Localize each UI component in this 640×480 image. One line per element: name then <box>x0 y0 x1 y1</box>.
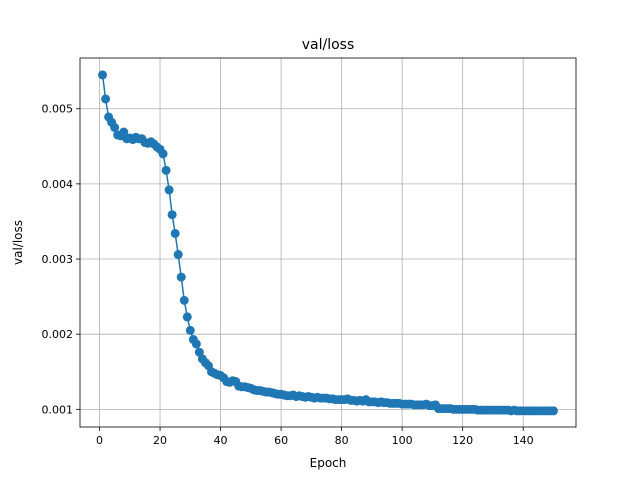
chart-title: val/loss <box>302 37 355 53</box>
data-point <box>158 149 168 159</box>
data-point <box>194 347 204 357</box>
grid <box>80 58 576 427</box>
data-point <box>167 210 177 220</box>
y-axis-label: val/loss <box>11 220 25 265</box>
plot-frame <box>79 57 577 428</box>
data-point <box>101 94 111 104</box>
x-axis-label: Epoch <box>310 456 347 470</box>
x-tick-label: 120 <box>452 434 473 447</box>
data-point <box>179 295 189 305</box>
data-point <box>161 165 171 175</box>
data-point <box>110 123 120 133</box>
x-tick-label: 140 <box>513 434 534 447</box>
data-point <box>164 185 174 195</box>
y-tick-label: 0.005 <box>42 103 74 116</box>
y-tick-label: 0.004 <box>42 178 74 191</box>
data-point <box>98 70 108 80</box>
x-tick-label: 20 <box>153 434 167 447</box>
series-group <box>98 70 558 416</box>
series-line <box>101 74 554 412</box>
data-point <box>173 250 183 260</box>
y-tick-label: 0.002 <box>42 328 74 341</box>
data-point <box>170 228 180 238</box>
x-tick-label: 60 <box>274 434 288 447</box>
data-point <box>182 312 192 322</box>
data-point <box>548 406 558 416</box>
x-tick-label: 40 <box>214 434 228 447</box>
y-tick-label: 0.003 <box>42 253 74 266</box>
data-point <box>119 127 129 137</box>
x-axis: 0 20 40 60 80 100 120 140 <box>96 427 534 447</box>
x-tick-label: 80 <box>335 434 349 447</box>
y-axis: 0.001 0.002 0.003 0.004 0.005 <box>42 103 80 416</box>
data-point <box>185 325 195 335</box>
x-tick-label: 100 <box>392 434 413 447</box>
data-point <box>191 339 201 349</box>
y-tick-label: 0.001 <box>42 403 74 416</box>
data-point <box>176 272 186 282</box>
x-tick-label: 0 <box>96 434 103 447</box>
